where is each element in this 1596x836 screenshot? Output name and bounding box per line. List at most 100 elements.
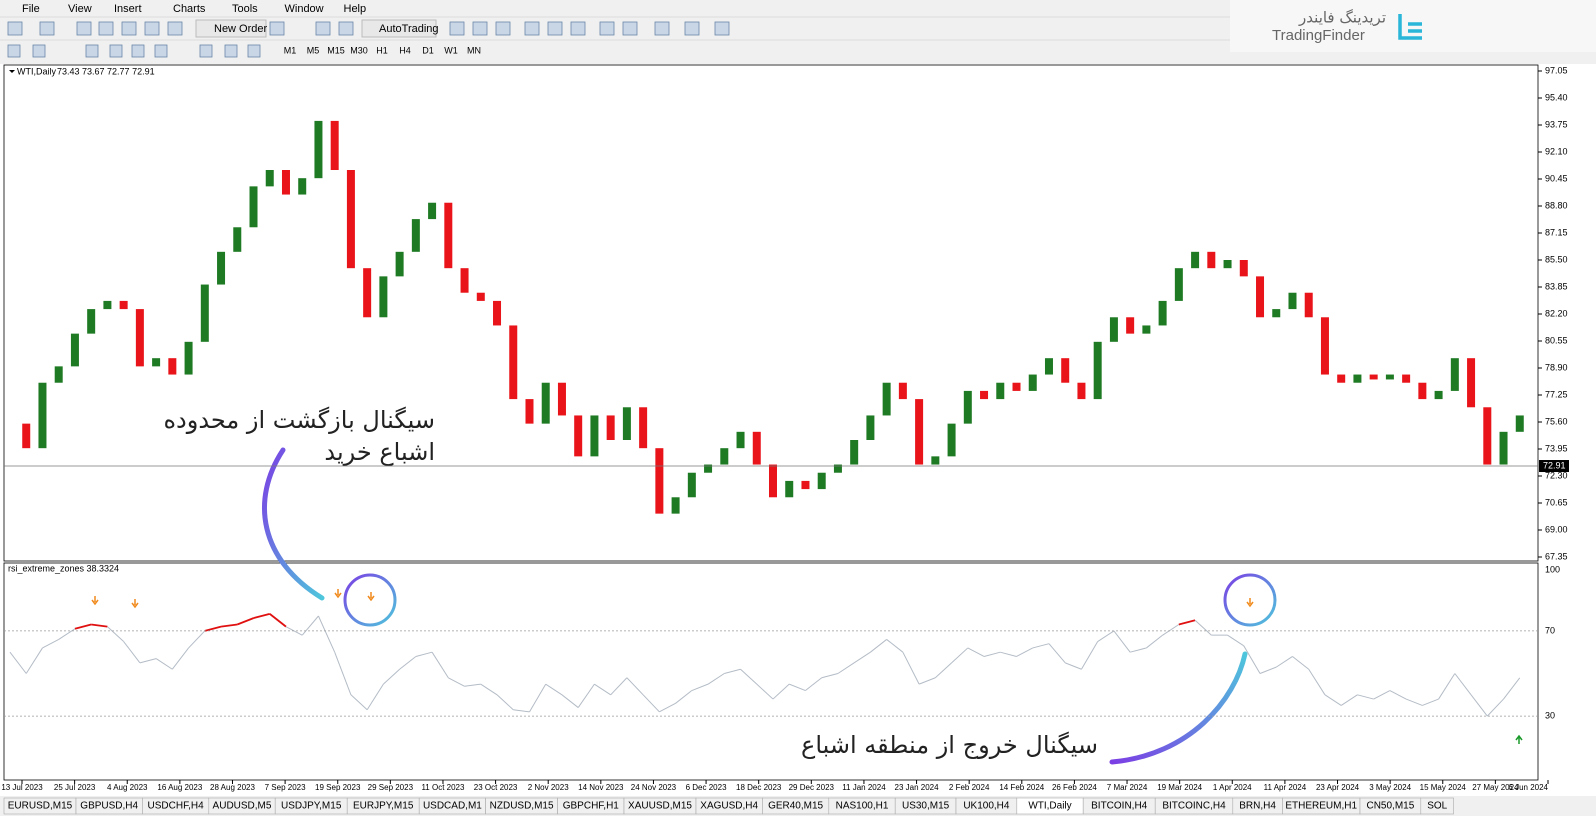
icon[interactable] bbox=[269, 21, 285, 36]
timeframe[interactable]: H1 bbox=[376, 45, 388, 55]
candle bbox=[1483, 407, 1492, 465]
icon[interactable] bbox=[131, 44, 145, 58]
candle bbox=[687, 472, 696, 498]
menu-item[interactable]: Charts bbox=[173, 3, 206, 15]
y-tick-label: 90.45 bbox=[1545, 173, 1568, 183]
menu-item[interactable]: Insert bbox=[114, 3, 142, 15]
tab-label[interactable]: SOL bbox=[1427, 801, 1447, 812]
icon[interactable] bbox=[39, 21, 55, 36]
candle bbox=[898, 382, 907, 400]
menu-item[interactable]: View bbox=[68, 3, 92, 15]
icon[interactable] bbox=[98, 21, 114, 36]
tab-label[interactable]: GBPUSD,H4 bbox=[80, 801, 138, 812]
tab-label[interactable]: ETHEREUM,H1 bbox=[1285, 801, 1357, 812]
candle bbox=[655, 448, 664, 514]
new-order-button[interactable] bbox=[195, 19, 267, 38]
rsi-segment bbox=[1340, 694, 1358, 706]
icon[interactable] bbox=[85, 44, 99, 58]
timeframe[interactable]: W1 bbox=[444, 45, 458, 55]
icon[interactable] bbox=[247, 44, 261, 58]
icon[interactable] bbox=[547, 21, 563, 36]
icon[interactable] bbox=[684, 21, 700, 36]
icon[interactable] bbox=[714, 21, 730, 36]
rsi-segment bbox=[983, 651, 1001, 657]
timeframe[interactable]: H4 bbox=[399, 45, 411, 55]
tab-label[interactable]: UK100,H4 bbox=[963, 801, 1010, 812]
menu-item[interactable]: Help bbox=[344, 3, 367, 15]
autotrading-label[interactable]: AutoTrading bbox=[379, 23, 439, 35]
tab-label[interactable]: XAUUSD,M15 bbox=[628, 801, 692, 812]
icon[interactable] bbox=[109, 44, 123, 58]
rsi-segment bbox=[870, 639, 887, 653]
tab[interactable] bbox=[1420, 797, 1454, 815]
y-tick-label: 87.15 bbox=[1545, 227, 1568, 237]
candle bbox=[720, 448, 729, 465]
tab-label[interactable]: WTI,Daily bbox=[1028, 801, 1071, 812]
icon[interactable] bbox=[338, 21, 354, 36]
icon[interactable] bbox=[7, 44, 21, 58]
candle bbox=[963, 390, 972, 424]
tab-label[interactable]: AUDUSD,M5 bbox=[213, 801, 272, 812]
candle bbox=[736, 431, 745, 449]
timeframe[interactable]: M30 bbox=[350, 45, 368, 55]
menu-item[interactable]: Window bbox=[285, 3, 324, 15]
rsi-segment bbox=[1113, 630, 1131, 653]
x-tick-label: 14 Feb 2024 bbox=[999, 783, 1044, 792]
tab-label[interactable]: NZDUSD,M15 bbox=[490, 801, 554, 812]
y-tick-label: 70.65 bbox=[1545, 497, 1568, 507]
timeframe[interactable]: MN bbox=[467, 45, 481, 55]
timeframe[interactable]: D1 bbox=[422, 45, 434, 55]
candle bbox=[557, 382, 566, 416]
autotrading-button[interactable] bbox=[361, 19, 437, 38]
icon[interactable] bbox=[570, 21, 586, 36]
rsi-segment bbox=[545, 683, 563, 696]
timeframe[interactable]: M15 bbox=[327, 45, 345, 55]
tab-label[interactable]: CN50,M15 bbox=[1366, 801, 1414, 812]
icon[interactable] bbox=[654, 21, 670, 36]
candle bbox=[1385, 374, 1394, 380]
tab-label[interactable]: GER40,M15 bbox=[768, 801, 823, 812]
candle bbox=[1418, 382, 1427, 400]
icon[interactable] bbox=[315, 21, 331, 36]
menu-item[interactable]: Tools bbox=[232, 3, 258, 15]
new-order-label[interactable]: New Order bbox=[214, 23, 268, 35]
rsi-segment bbox=[42, 638, 59, 649]
icon[interactable] bbox=[622, 21, 638, 36]
tab-label[interactable]: NAS100,H1 bbox=[836, 801, 889, 812]
tab-label[interactable]: XAGUSD,H4 bbox=[700, 801, 758, 812]
icon[interactable] bbox=[121, 21, 137, 36]
icon[interactable] bbox=[154, 44, 168, 58]
icon[interactable] bbox=[495, 21, 511, 36]
candle bbox=[460, 268, 469, 293]
tab-label[interactable]: BITCOINC,H4 bbox=[1162, 801, 1226, 812]
icon[interactable] bbox=[32, 44, 46, 58]
tab-label[interactable]: USDJPY,M15 bbox=[281, 801, 342, 812]
tab-label[interactable]: USDCHF,H4 bbox=[148, 801, 205, 812]
y-tick-label: 72.30 bbox=[1545, 470, 1568, 480]
x-tick-label: 16 Aug 2023 bbox=[157, 783, 202, 792]
icon[interactable] bbox=[472, 21, 488, 36]
icon[interactable] bbox=[224, 44, 238, 58]
icon[interactable] bbox=[167, 21, 183, 36]
tab-label[interactable]: BRN,H4 bbox=[1239, 801, 1276, 812]
icon[interactable] bbox=[76, 21, 92, 36]
icon[interactable] bbox=[144, 21, 160, 36]
tab-label[interactable]: BITCOIN,H4 bbox=[1091, 801, 1148, 812]
rsi-segment bbox=[1373, 690, 1391, 700]
icon[interactable] bbox=[199, 44, 213, 58]
icon[interactable] bbox=[7, 21, 23, 36]
rsi-segment bbox=[366, 683, 384, 710]
tab-label[interactable]: EURUSD,M15 bbox=[8, 801, 73, 812]
menu-item[interactable]: File bbox=[22, 3, 40, 15]
y-tick-label: 85.50 bbox=[1545, 254, 1568, 264]
tab-label[interactable]: EURJPY,M15 bbox=[353, 801, 414, 812]
icon[interactable] bbox=[524, 21, 540, 36]
icon[interactable] bbox=[449, 21, 465, 36]
candle bbox=[103, 300, 112, 310]
tab-label[interactable]: US30,M15 bbox=[902, 801, 950, 812]
tab-label[interactable]: GBPCHF,H1 bbox=[563, 801, 620, 812]
timeframe[interactable]: M1 bbox=[284, 45, 297, 55]
tab-label[interactable]: USDCAD,M1 bbox=[423, 801, 482, 812]
icon[interactable] bbox=[599, 21, 615, 36]
timeframe[interactable]: M5 bbox=[307, 45, 320, 55]
